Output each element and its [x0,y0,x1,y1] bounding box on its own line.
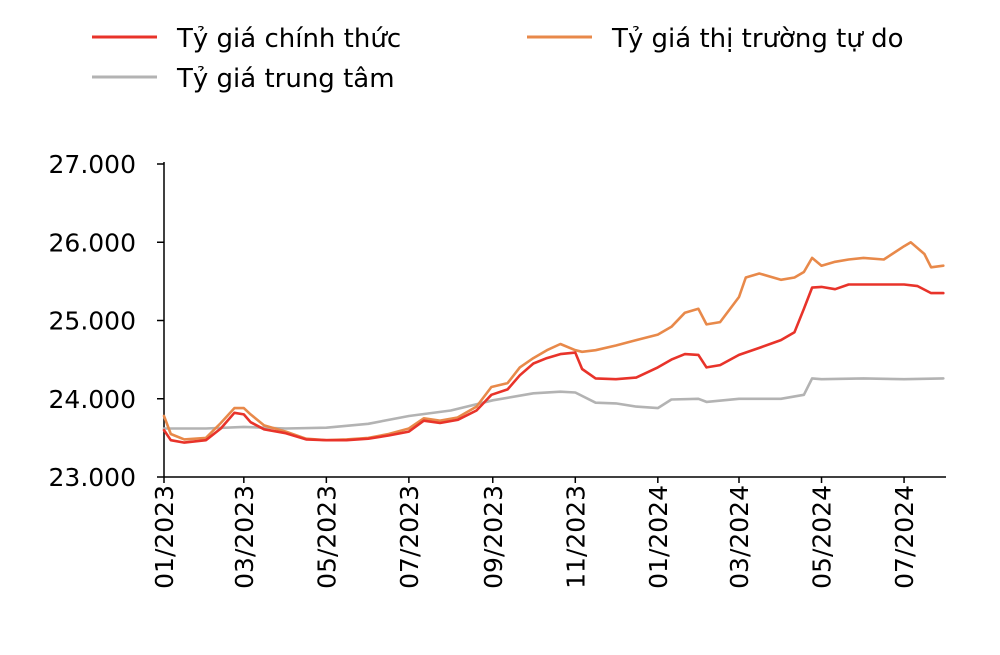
y-tick-label: 23.000 [49,463,136,492]
legend-item-official: Tỷ giá chính thức [92,24,401,54]
x-tick-label: 07/2023 [395,485,424,589]
x-tick-label: 03/2024 [725,485,754,589]
x-tick-label: 05/2024 [808,485,837,589]
x-tick-label: 07/2024 [890,485,919,589]
series-line-free-market [162,241,945,442]
x-tick-label: 11/2023 [561,485,590,589]
legend-label-central: Tỷ giá trung tâm [176,64,395,94]
legend-label-official: Tỷ giá chính thức [176,24,401,54]
series-line-central [162,377,945,430]
y-tick-label: 27.000 [49,150,136,179]
chart-axes: 23.000 24.000 25.000 26.000 27.000 01/2023 03/… [49,150,946,589]
legend-item-central: Tỷ giá trung tâm [92,64,395,94]
series-line-official [162,283,945,444]
y-tick-label: 26.000 [49,228,136,257]
x-tick-label: 01/2024 [644,485,673,589]
chart-legend: Tỷ giá chính thức Tỷ giá thị trường tự d… [92,24,903,94]
chart-series [162,241,945,444]
y-tick-label: 25.000 [49,307,136,336]
x-tick-label: 09/2023 [479,485,508,589]
x-tick-label: 03/2023 [230,485,259,589]
legend-item-free-market: Tỷ giá thị trường tự do [527,24,903,54]
x-tick-label: 05/2023 [312,485,341,589]
x-tick-label: 01/2023 [150,485,179,589]
y-tick-label: 24.000 [49,385,136,414]
legend-label-free-market: Tỷ giá thị trường tự do [611,24,903,54]
